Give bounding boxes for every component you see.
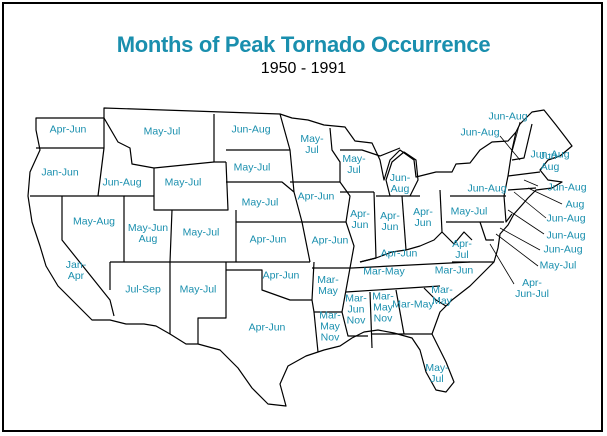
state-label-il: Apr- Jun — [350, 208, 370, 231]
us-outline — [27, 107, 573, 407]
state-label-ma: Jun-Aug — [547, 181, 587, 194]
state-label-ia: Apr-Jun — [297, 190, 335, 203]
leader-vt — [511, 121, 521, 153]
leader-ct — [513, 191, 547, 219]
border-tn-south — [345, 285, 441, 293]
border-dakotas-mn — [279, 113, 311, 263]
leader-md — [495, 233, 539, 267]
leader-nh — [499, 135, 521, 161]
state-label-vt: Jun-Aug — [488, 110, 528, 123]
state-label-la: Mar- May Nov — [319, 309, 341, 344]
border-sd-ne — [226, 181, 295, 193]
michigan-upper — [340, 147, 401, 157]
state-label-nv: May-Aug — [72, 215, 116, 228]
border-nm-tx — [197, 262, 227, 344]
state-label-wi: May- Jul — [342, 153, 366, 176]
state-label-tx: Apr-Jun — [248, 321, 286, 334]
border-ma — [507, 171, 541, 177]
border-va-wv — [441, 231, 473, 245]
border-al-ga — [395, 289, 405, 335]
state-label-sd: May-Jul — [233, 161, 271, 174]
border-ct-ri — [507, 187, 537, 191]
state-label-ks: Apr-Jun — [249, 233, 287, 246]
border-ar-ms — [341, 267, 351, 313]
border-nj — [503, 195, 513, 223]
state-label-ri: Aug — [565, 198, 585, 211]
leader-de — [499, 227, 541, 251]
state-label-wa: Apr-Jun — [49, 123, 87, 136]
state-label-va: Apr- Jul — [452, 238, 472, 261]
border-id-mt — [103, 117, 155, 196]
state-label-nc: Mar-Jun — [434, 264, 474, 277]
border-mn-wi — [329, 127, 341, 182]
state-label-sc: Mar- May — [431, 284, 453, 307]
border-ga-sc — [423, 287, 447, 307]
state-label-ny: Jun-Aug — [460, 126, 500, 139]
state-label-nd: Jun-Aug — [231, 123, 271, 136]
state-label-me: Jun- Aug — [539, 150, 561, 173]
border-ohio-river — [359, 231, 443, 263]
state-label-ca: Jan- Apr — [65, 259, 87, 282]
map-frame — [2, 2, 603, 432]
state-label-wv: May-Jul — [450, 205, 488, 218]
border-ia-il — [339, 181, 351, 223]
state-label-mt: May-Jul — [143, 125, 181, 138]
state-label-ar: Mar- May — [317, 274, 339, 297]
state-label-fl: May- Jul — [425, 362, 449, 385]
state-label-ga: Mar-May — [392, 298, 434, 311]
state-label-oh: Apr- Jun — [413, 206, 433, 229]
leader-nj — [507, 209, 545, 235]
border-la — [313, 311, 319, 353]
leader-lines — [489, 121, 563, 285]
state-label-co: May-Jul — [182, 226, 220, 239]
state-label-nh: Jun-Aug — [530, 148, 570, 161]
state-label-ne: May-Jul — [241, 196, 279, 209]
border-oh-pa — [439, 189, 443, 233]
state-label-ok: Apr-Jun — [262, 269, 300, 282]
border-mt-wy — [153, 161, 215, 169]
state-label-pa: Jun-Aug — [467, 182, 507, 195]
border-in-oh — [401, 195, 407, 251]
border-la-ms — [341, 311, 368, 337]
state-label-mn: May- Jul — [300, 133, 324, 156]
border-id-or — [97, 147, 105, 197]
map-title: Months of Peak Tornado Occurrence — [116, 32, 491, 57]
border-md-de — [479, 221, 494, 241]
state-label-ky: Apr-Jun — [380, 247, 418, 260]
state-label-ct: Jun-Aug — [546, 212, 586, 225]
border-ca-nv — [61, 196, 115, 317]
border-nv-ut — [98, 195, 125, 263]
state-label-nj: Jun-Aug — [546, 229, 586, 242]
state-label-az: Jul-Sep — [125, 283, 161, 296]
state-label-al: Mar- May Nov — [372, 290, 394, 325]
state-label-md: May-Jul — [539, 259, 577, 272]
michigan-lower — [385, 151, 419, 197]
state-label-id: Jun-Aug — [102, 176, 142, 189]
state-label-dc: Apr- Jun-Jul — [515, 277, 549, 300]
border-vt-nh — [511, 123, 533, 161]
leader-ma — [523, 179, 539, 187]
border-mo-east — [345, 221, 355, 269]
leader-dc — [489, 243, 515, 285]
state-label-ut: May-Jun Aug — [127, 222, 169, 245]
border-mt-nd — [213, 114, 226, 163]
leader-ri — [527, 187, 563, 205]
state-label-tn: Mar-May — [363, 265, 405, 278]
border-ny-ne — [503, 131, 517, 197]
map-subtitle: 1950 - 1991 — [260, 60, 347, 77]
state-label-mo: Apr-Jun — [311, 234, 349, 247]
border-ms-al — [369, 291, 373, 349]
state-label-in: Apr- Jun — [380, 210, 400, 233]
state-label-wy: May-Jul — [164, 176, 202, 189]
state-label-mi: Jun- Aug — [389, 172, 411, 195]
state-label-ms: Mar- Jun Nov — [345, 292, 367, 327]
state-label-de: Jun-Aug — [543, 243, 583, 256]
border-ky-tn — [351, 261, 471, 269]
border-ok-tx — [226, 261, 315, 301]
state-label-nm: May-Jul — [179, 283, 217, 296]
state-label-or: Jan-Jun — [41, 166, 79, 179]
